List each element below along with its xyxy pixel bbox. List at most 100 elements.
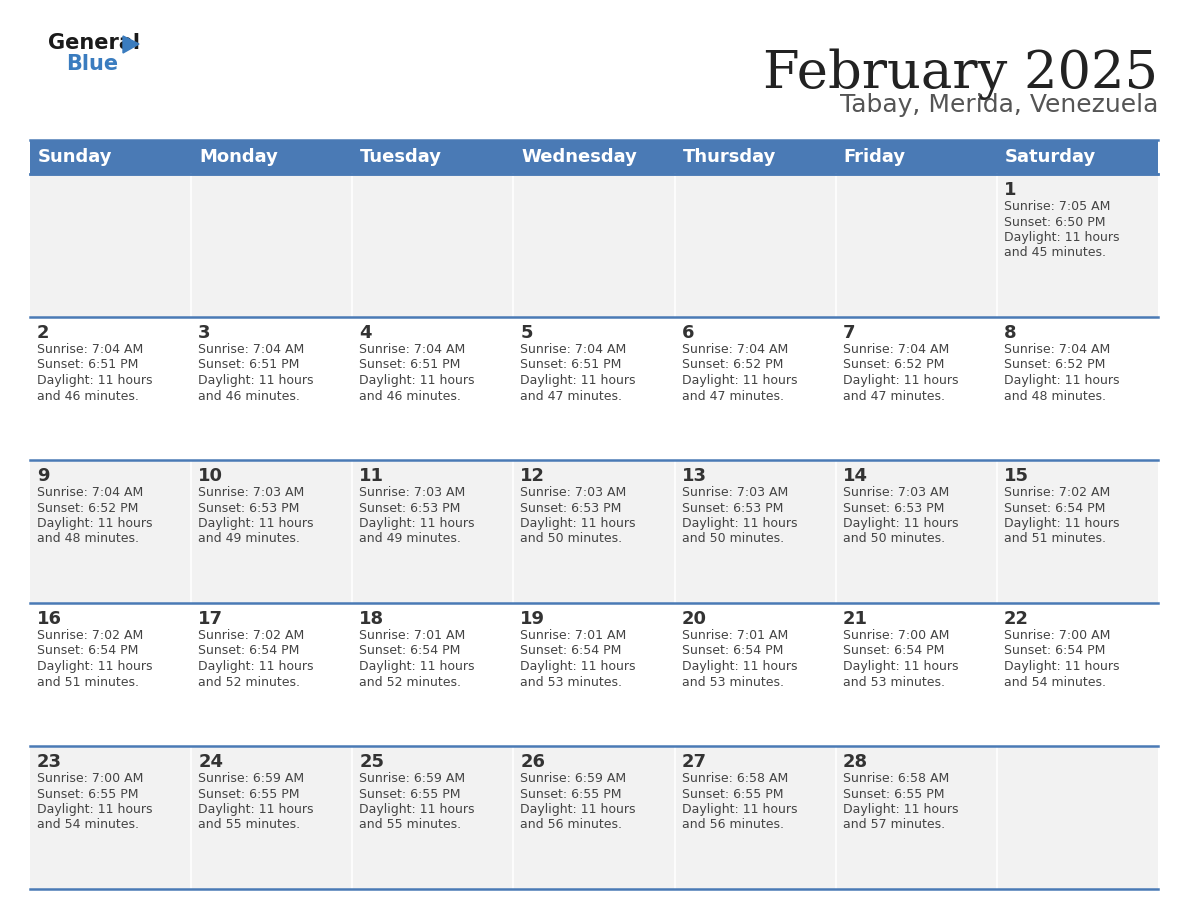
Text: Sunset: 6:52 PM: Sunset: 6:52 PM — [842, 359, 944, 372]
Text: and 56 minutes.: and 56 minutes. — [682, 819, 784, 832]
Text: Sunrise: 7:00 AM: Sunrise: 7:00 AM — [1004, 629, 1111, 642]
Text: Sunrise: 7:02 AM: Sunrise: 7:02 AM — [37, 629, 144, 642]
Bar — [997, 174, 1158, 317]
Bar — [513, 317, 675, 460]
Text: Sunrise: 7:00 AM: Sunrise: 7:00 AM — [37, 772, 144, 785]
Text: and 51 minutes.: and 51 minutes. — [37, 676, 139, 688]
Text: and 52 minutes.: and 52 minutes. — [359, 676, 461, 688]
Text: Sunset: 6:53 PM: Sunset: 6:53 PM — [842, 501, 944, 514]
Bar — [997, 460, 1158, 603]
Text: Sunrise: 6:58 AM: Sunrise: 6:58 AM — [682, 772, 788, 785]
Bar — [513, 140, 675, 174]
Text: Sunset: 6:52 PM: Sunset: 6:52 PM — [1004, 359, 1105, 372]
Bar — [30, 460, 191, 603]
Text: Daylight: 11 hours: Daylight: 11 hours — [198, 374, 314, 387]
Text: Sunset: 6:54 PM: Sunset: 6:54 PM — [520, 644, 621, 657]
Text: 22: 22 — [1004, 610, 1029, 628]
Text: 21: 21 — [842, 610, 867, 628]
Text: and 51 minutes.: and 51 minutes. — [1004, 532, 1106, 545]
Text: Daylight: 11 hours: Daylight: 11 hours — [682, 803, 797, 816]
Text: Sunrise: 7:04 AM: Sunrise: 7:04 AM — [520, 343, 627, 356]
Text: 9: 9 — [37, 467, 50, 485]
Text: 4: 4 — [359, 324, 372, 342]
Text: Sunset: 6:50 PM: Sunset: 6:50 PM — [1004, 216, 1105, 229]
Bar — [513, 746, 675, 889]
Text: Wednesday: Wednesday — [522, 148, 637, 166]
Text: Daylight: 11 hours: Daylight: 11 hours — [1004, 374, 1119, 387]
Polygon shape — [124, 36, 139, 53]
Bar — [513, 460, 675, 603]
Bar — [997, 746, 1158, 889]
Text: Daylight: 11 hours: Daylight: 11 hours — [198, 803, 314, 816]
Bar — [835, 460, 997, 603]
Text: and 46 minutes.: and 46 minutes. — [359, 389, 461, 402]
Text: Sunday: Sunday — [38, 148, 113, 166]
Text: and 54 minutes.: and 54 minutes. — [37, 819, 139, 832]
Bar — [675, 603, 835, 746]
Text: and 56 minutes.: and 56 minutes. — [520, 819, 623, 832]
Text: Sunset: 6:54 PM: Sunset: 6:54 PM — [1004, 501, 1105, 514]
Text: Saturday: Saturday — [1005, 148, 1097, 166]
Text: 16: 16 — [37, 610, 62, 628]
Bar — [191, 746, 353, 889]
Text: Daylight: 11 hours: Daylight: 11 hours — [842, 660, 959, 673]
Text: and 47 minutes.: and 47 minutes. — [682, 389, 784, 402]
Text: Daylight: 11 hours: Daylight: 11 hours — [198, 660, 314, 673]
Text: Sunrise: 7:03 AM: Sunrise: 7:03 AM — [842, 486, 949, 499]
Text: Sunrise: 7:00 AM: Sunrise: 7:00 AM — [842, 629, 949, 642]
Bar — [30, 174, 191, 317]
Bar — [675, 140, 835, 174]
Text: and 46 minutes.: and 46 minutes. — [198, 389, 301, 402]
Text: Sunset: 6:51 PM: Sunset: 6:51 PM — [198, 359, 299, 372]
Text: Daylight: 11 hours: Daylight: 11 hours — [37, 517, 152, 530]
Text: Sunset: 6:54 PM: Sunset: 6:54 PM — [198, 644, 299, 657]
Text: Sunset: 6:53 PM: Sunset: 6:53 PM — [198, 501, 299, 514]
Text: 2: 2 — [37, 324, 50, 342]
Text: Sunrise: 7:03 AM: Sunrise: 7:03 AM — [359, 486, 466, 499]
Text: Sunrise: 7:03 AM: Sunrise: 7:03 AM — [682, 486, 788, 499]
Text: Daylight: 11 hours: Daylight: 11 hours — [1004, 660, 1119, 673]
Text: and 45 minutes.: and 45 minutes. — [1004, 247, 1106, 260]
Text: 10: 10 — [198, 467, 223, 485]
Text: and 50 minutes.: and 50 minutes. — [520, 532, 623, 545]
Text: 3: 3 — [198, 324, 210, 342]
Text: Daylight: 11 hours: Daylight: 11 hours — [359, 517, 475, 530]
Text: 28: 28 — [842, 753, 868, 771]
Text: Sunrise: 7:02 AM: Sunrise: 7:02 AM — [198, 629, 304, 642]
Text: Sunset: 6:54 PM: Sunset: 6:54 PM — [682, 644, 783, 657]
Bar — [353, 317, 513, 460]
Text: 11: 11 — [359, 467, 384, 485]
Text: 27: 27 — [682, 753, 707, 771]
Bar — [997, 603, 1158, 746]
Text: and 49 minutes.: and 49 minutes. — [359, 532, 461, 545]
Text: Sunrise: 7:04 AM: Sunrise: 7:04 AM — [1004, 343, 1110, 356]
Bar — [675, 746, 835, 889]
Text: Daylight: 11 hours: Daylight: 11 hours — [842, 374, 959, 387]
Text: and 50 minutes.: and 50 minutes. — [842, 532, 944, 545]
Bar — [30, 603, 191, 746]
Text: Daylight: 11 hours: Daylight: 11 hours — [37, 660, 152, 673]
Bar — [353, 174, 513, 317]
Text: Sunrise: 7:03 AM: Sunrise: 7:03 AM — [198, 486, 304, 499]
Bar — [513, 603, 675, 746]
Bar — [835, 140, 997, 174]
Text: Daylight: 11 hours: Daylight: 11 hours — [520, 803, 636, 816]
Text: Blue: Blue — [67, 54, 118, 74]
Text: Sunset: 6:54 PM: Sunset: 6:54 PM — [842, 644, 944, 657]
Text: and 50 minutes.: and 50 minutes. — [682, 532, 784, 545]
Bar — [835, 174, 997, 317]
Text: 24: 24 — [198, 753, 223, 771]
Text: Daylight: 11 hours: Daylight: 11 hours — [682, 660, 797, 673]
Text: Sunset: 6:55 PM: Sunset: 6:55 PM — [520, 788, 623, 800]
Text: Daylight: 11 hours: Daylight: 11 hours — [1004, 517, 1119, 530]
Text: Tabay, Merida, Venezuela: Tabay, Merida, Venezuela — [840, 93, 1158, 117]
Text: 17: 17 — [198, 610, 223, 628]
Text: 26: 26 — [520, 753, 545, 771]
Text: and 55 minutes.: and 55 minutes. — [198, 819, 301, 832]
Text: Tuesday: Tuesday — [360, 148, 442, 166]
Text: and 57 minutes.: and 57 minutes. — [842, 819, 944, 832]
Text: Sunrise: 7:04 AM: Sunrise: 7:04 AM — [682, 343, 788, 356]
Text: February 2025: February 2025 — [763, 48, 1158, 99]
Text: 18: 18 — [359, 610, 385, 628]
Bar — [191, 140, 353, 174]
